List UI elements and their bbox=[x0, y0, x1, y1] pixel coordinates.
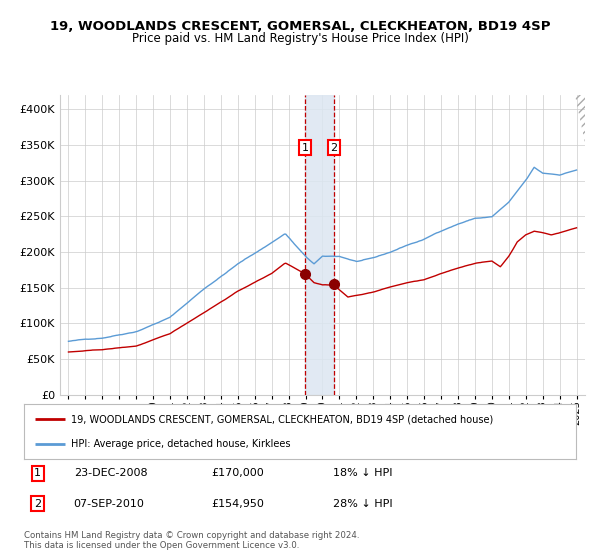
Text: HPI: Average price, detached house, Kirklees: HPI: Average price, detached house, Kirk… bbox=[71, 440, 290, 449]
Text: £154,950: £154,950 bbox=[212, 498, 265, 508]
Text: 1: 1 bbox=[34, 468, 41, 478]
Bar bbox=[305, 95, 334, 395]
Text: 19, WOODLANDS CRESCENT, GOMERSAL, CLECKHEATON, BD19 4SP: 19, WOODLANDS CRESCENT, GOMERSAL, CLECKH… bbox=[50, 20, 550, 32]
Text: Contains HM Land Registry data © Crown copyright and database right 2024.
This d: Contains HM Land Registry data © Crown c… bbox=[24, 531, 359, 550]
Text: 23-DEC-2008: 23-DEC-2008 bbox=[74, 468, 148, 478]
Text: 19, WOODLANDS CRESCENT, GOMERSAL, CLECKHEATON, BD19 4SP (detached house): 19, WOODLANDS CRESCENT, GOMERSAL, CLECKH… bbox=[71, 414, 493, 424]
Text: Price paid vs. HM Land Registry's House Price Index (HPI): Price paid vs. HM Land Registry's House … bbox=[131, 32, 469, 45]
Text: 1: 1 bbox=[302, 143, 308, 153]
Text: 2: 2 bbox=[34, 498, 41, 508]
Text: £170,000: £170,000 bbox=[212, 468, 265, 478]
Text: 28% ↓ HPI: 28% ↓ HPI bbox=[333, 498, 393, 508]
Text: 18% ↓ HPI: 18% ↓ HPI bbox=[333, 468, 392, 478]
Text: 2: 2 bbox=[331, 143, 338, 153]
Text: 07-SEP-2010: 07-SEP-2010 bbox=[74, 498, 145, 508]
